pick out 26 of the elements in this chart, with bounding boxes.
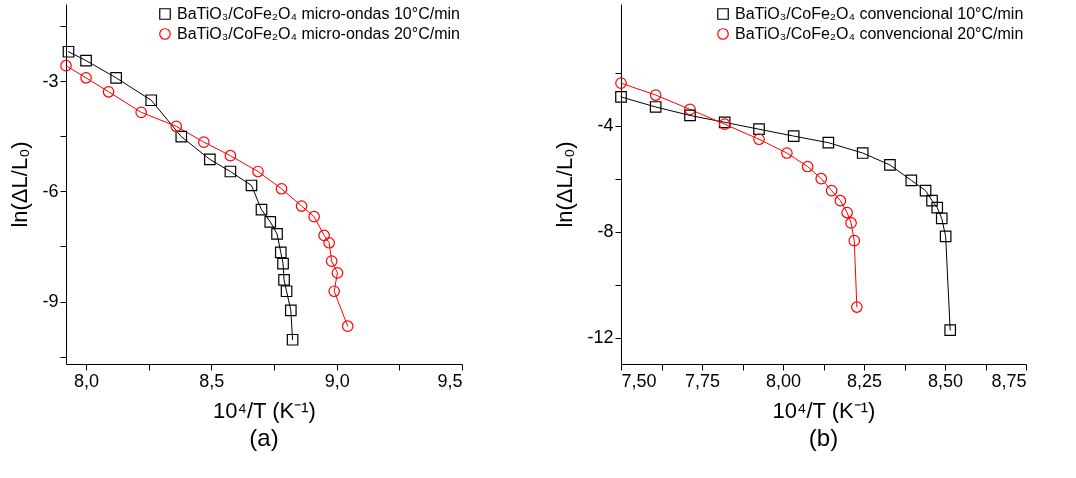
x-tick-label: 7,75: [684, 370, 721, 391]
y-tick-label: -8: [597, 221, 614, 242]
x-tick-label: 8,75: [991, 370, 1027, 391]
y-axis-title: ln(ΔL/L₀): [552, 141, 578, 228]
y-tick-label: -6: [42, 180, 59, 201]
text: (a): [249, 424, 279, 451]
x-tick-label: 8,25: [846, 370, 883, 391]
y-axis-title: ln(ΔL/L₀): [7, 141, 33, 228]
y-tick-label: -4: [597, 115, 614, 136]
legend-label: BaTiO₃/CoFe₂O₄ convencional 10°C/min: [735, 5, 1024, 22]
x-tick-label: 8,5: [199, 370, 225, 391]
y-tick-label: -3: [42, 70, 59, 91]
y-tick-label: -9: [42, 291, 59, 312]
x-axis-title: 10⁴/T (K⁻¹): [213, 397, 316, 423]
x-tick-label: 7,50: [621, 370, 657, 391]
text: (b): [808, 424, 839, 451]
legend-label: BaTiO₃/CoFe₂O₄ micro-ondas 20°C/min: [177, 25, 460, 42]
x-tick-label: 9,0: [324, 370, 350, 391]
x-tick-label: 8,00: [765, 370, 802, 391]
legend-label: BaTiO₃/CoFe₂O₄ convencional 20°C/min: [735, 25, 1024, 42]
x-tick-label: 8,0: [74, 370, 100, 391]
legend-label: BaTiO₃/CoFe₂O₄ micro-ondas 10°C/min: [177, 5, 460, 22]
x-tick-label: 9,5: [437, 370, 463, 391]
x-axis-title: 10⁴/T (K⁻¹): [772, 397, 876, 423]
y-tick-label: -12: [587, 327, 614, 348]
x-tick-label: 8,50: [927, 370, 964, 391]
